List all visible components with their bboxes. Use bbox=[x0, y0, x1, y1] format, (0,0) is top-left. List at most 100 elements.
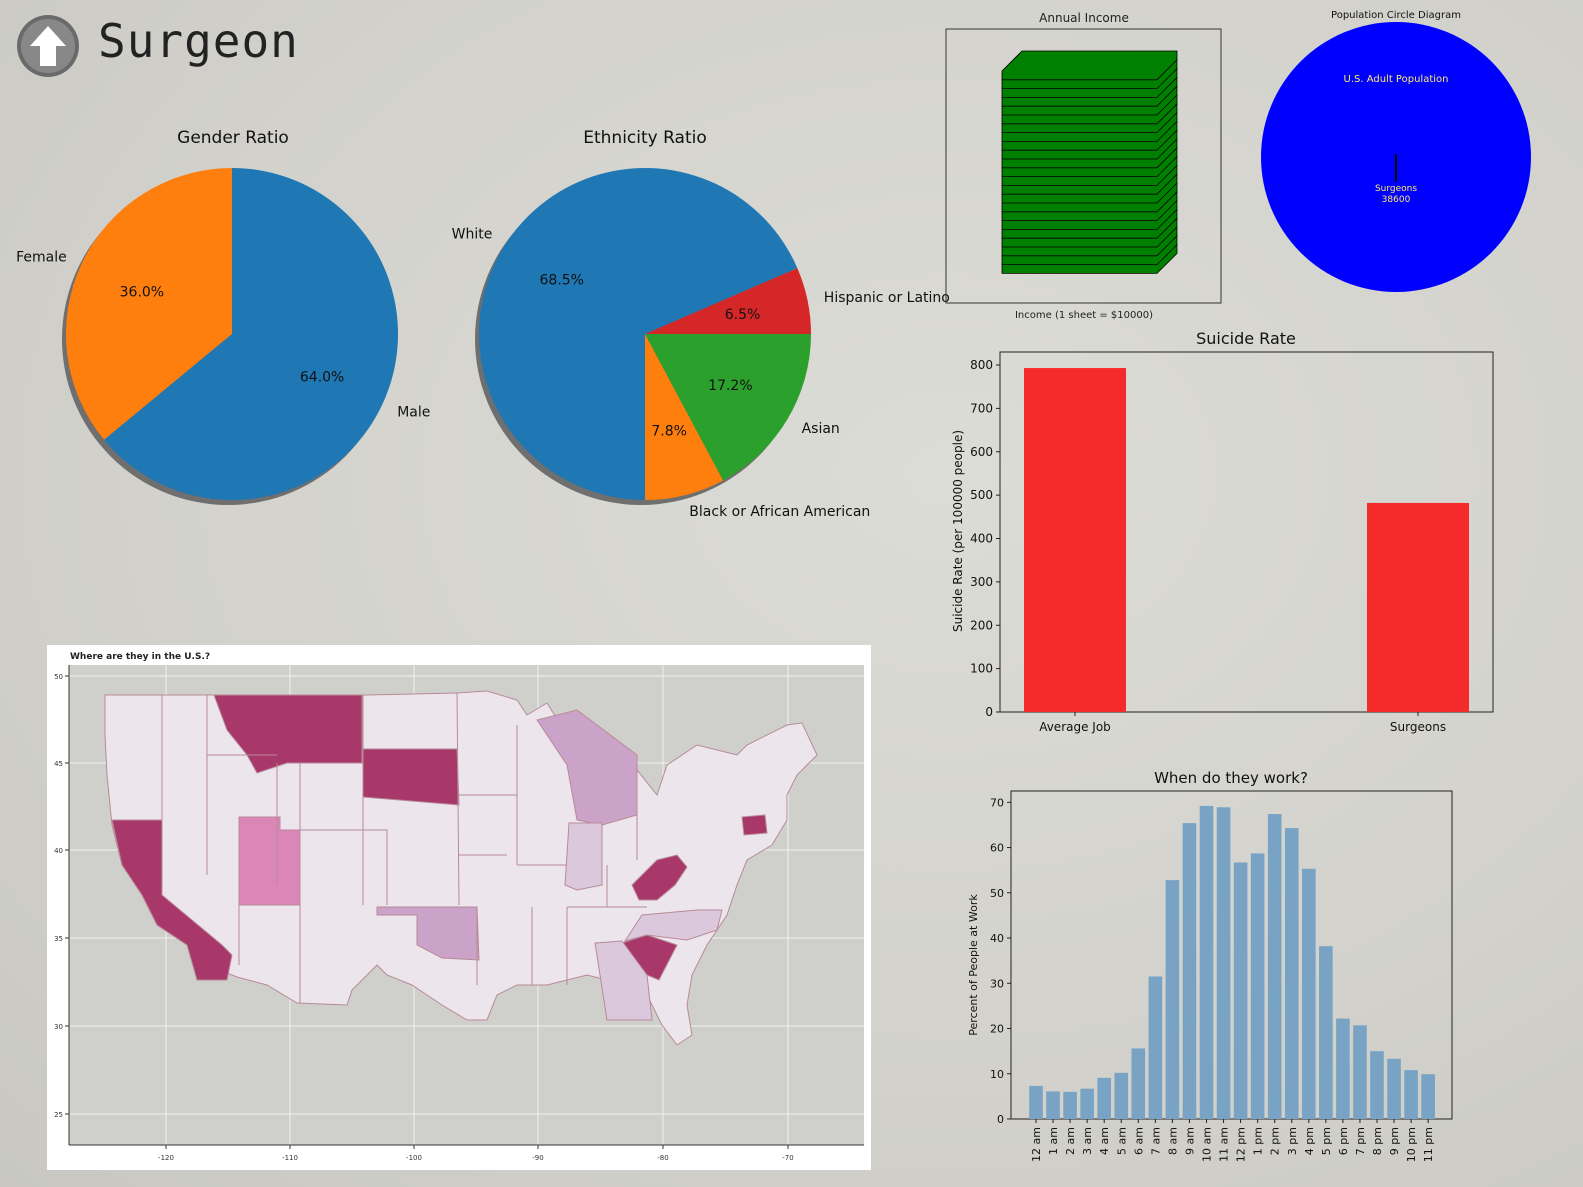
map-xtick-label: -90 bbox=[532, 1154, 543, 1162]
work-hours-chart: When do they work? Percent of People at … bbox=[967, 769, 1453, 1162]
ethnicity-slice-black bbox=[645, 334, 724, 500]
map-xtick-label: -70 bbox=[782, 1154, 793, 1162]
work-ylabel: Percent of People at Work bbox=[967, 894, 980, 1036]
work-ytick-label: 10 bbox=[990, 1068, 1004, 1081]
work-bar bbox=[1097, 1077, 1111, 1119]
ethnicity-chart-title: Ethnicity Ratio bbox=[583, 128, 707, 148]
work-xtick-label: 11 am bbox=[1218, 1127, 1231, 1162]
adult-population-label: U.S. Adult Population bbox=[1344, 74, 1449, 85]
work-frame bbox=[1010, 790, 1453, 1120]
work-xtick-label: 2 pm bbox=[1269, 1127, 1282, 1155]
work-bar bbox=[1250, 853, 1265, 1119]
surgeons-value: 38600 bbox=[1382, 195, 1411, 205]
work-ytick-label: 50 bbox=[990, 887, 1004, 900]
state-utah bbox=[238, 816, 301, 906]
suicide-ytick-label: 600 bbox=[970, 445, 993, 459]
work-bar bbox=[1267, 814, 1282, 1119]
work-bar bbox=[1131, 1048, 1146, 1119]
suicide-xtick-label: Average Job bbox=[1039, 720, 1111, 734]
suicide-ytick-label: 0 bbox=[985, 705, 993, 719]
work-xtick-label: 12 am bbox=[1030, 1127, 1043, 1162]
us-map-panel: Where are they in the U.S.? 50 45 40 35 30 25… bbox=[47, 645, 871, 1170]
gender-pie-chart: Gender Ratio 36.0% Female 64.0% Male bbox=[16, 128, 430, 505]
ethnicity-slice-white bbox=[478, 167, 798, 500]
suicide-ylabel: Suicide Rate (per 100000 people) bbox=[951, 430, 965, 632]
work-xtick-label: 6 am bbox=[1132, 1127, 1145, 1155]
state-west-virginia bbox=[631, 854, 688, 901]
work-xtick-label: 1 am bbox=[1047, 1127, 1060, 1155]
suicide-frame bbox=[999, 351, 1494, 713]
state-georgia bbox=[594, 940, 653, 1021]
work-xtick-label: 2 am bbox=[1064, 1127, 1077, 1155]
work-bar bbox=[1029, 1085, 1043, 1119]
map-ytick-label: 40 bbox=[54, 847, 63, 855]
work-bar bbox=[1302, 868, 1316, 1119]
gender-pct-label-female: 36.0% bbox=[120, 285, 164, 301]
work-bar bbox=[1114, 1072, 1129, 1119]
ethnicity-pct-label-asian: 17.2% bbox=[708, 378, 752, 394]
work-xtick-label: 6 pm bbox=[1337, 1127, 1350, 1155]
work-bar bbox=[1182, 823, 1197, 1119]
income-frame bbox=[945, 28, 1222, 304]
up-arrow-icon[interactable] bbox=[16, 14, 80, 78]
ethnicity-pct-label-black: 7.8% bbox=[651, 424, 687, 440]
suicide-ytick-label: 700 bbox=[970, 401, 993, 415]
ethnicity-pct-label-white: 68.5% bbox=[540, 272, 584, 288]
work-ytick-label: 20 bbox=[990, 1023, 1004, 1036]
work-bar bbox=[1421, 1074, 1435, 1119]
suicide-ytick-label: 100 bbox=[970, 662, 993, 676]
work-ytick-label: 70 bbox=[990, 796, 1004, 809]
work-bar bbox=[1370, 1051, 1384, 1119]
map-title: Where are they in the U.S.? bbox=[70, 652, 210, 662]
work-ytick-label: 30 bbox=[990, 977, 1004, 990]
income-chart-title: Annual Income bbox=[1039, 11, 1129, 25]
work-bar bbox=[1080, 1088, 1094, 1119]
work-xtick-label: 7 am bbox=[1149, 1127, 1162, 1155]
map-ytick-label: 30 bbox=[54, 1023, 63, 1031]
map-ytick-label: 25 bbox=[54, 1111, 63, 1119]
state-indiana bbox=[564, 822, 603, 891]
work-bar bbox=[1216, 807, 1231, 1119]
ethnicity-label-hispanic: Hispanic or Latino bbox=[824, 290, 950, 306]
population-chart-title: Population Circle Diagram bbox=[1331, 10, 1461, 21]
work-xtick-label: 9 am bbox=[1183, 1127, 1196, 1155]
suicide-ytick-label: 200 bbox=[970, 618, 993, 632]
work-xtick-label: 5 pm bbox=[1320, 1127, 1333, 1155]
map-xtick-label: -110 bbox=[282, 1154, 298, 1162]
work-bar bbox=[1336, 1018, 1350, 1119]
work-xtick-label: 3 pm bbox=[1286, 1127, 1299, 1155]
state-california bbox=[111, 819, 233, 981]
gender-pct-label-male: 64.0% bbox=[300, 369, 344, 385]
ethnicity-pie-chart: Ethnicity Ratio 6.5% Hispanic or Latino 68… bbox=[452, 128, 950, 520]
work-chart-title: When do they work? bbox=[1154, 769, 1308, 787]
work-xtick-label: 8 pm bbox=[1371, 1127, 1384, 1155]
suicide-chart-title: Suicide Rate bbox=[1196, 329, 1296, 348]
state-montana bbox=[213, 694, 363, 774]
gender-label-female: Female bbox=[16, 249, 67, 265]
work-bar bbox=[1404, 1070, 1418, 1119]
ethnicity-label-black: Black or African American bbox=[689, 504, 870, 520]
work-bar bbox=[1046, 1091, 1060, 1119]
work-bar bbox=[1148, 976, 1163, 1119]
map-xtick-label: -120 bbox=[158, 1154, 174, 1162]
work-xtick-label: 1 pm bbox=[1252, 1127, 1265, 1155]
map-xtick-label: -80 bbox=[657, 1154, 668, 1162]
ethnicity-pct-label-hispanic: 6.5% bbox=[725, 307, 761, 323]
state-north-carolina bbox=[623, 909, 723, 942]
work-xtick-label: 10 pm bbox=[1405, 1127, 1418, 1162]
state-south-dakota bbox=[362, 748, 460, 806]
work-bar bbox=[1165, 880, 1180, 1119]
work-xtick-label: 3 am bbox=[1081, 1127, 1094, 1155]
gender-label-male: Male bbox=[397, 405, 430, 421]
work-xtick-label: 7 pm bbox=[1354, 1127, 1367, 1155]
suicide-xtick-label: Surgeons bbox=[1390, 720, 1446, 734]
work-xtick-label: 11 pm bbox=[1422, 1127, 1435, 1162]
population-circle-chart: Population Circle Diagram U.S. Adult Pop… bbox=[1261, 10, 1531, 292]
gender-slice-male bbox=[104, 168, 399, 501]
map-xtick-label: -100 bbox=[406, 1154, 422, 1162]
suicide-ytick-label: 400 bbox=[970, 532, 993, 546]
work-xtick-label: 4 pm bbox=[1303, 1127, 1316, 1155]
map-ytick-label: 45 bbox=[54, 760, 63, 768]
work-xtick-label: 10 am bbox=[1201, 1127, 1214, 1162]
ethnicity-label-white: White bbox=[452, 227, 493, 243]
